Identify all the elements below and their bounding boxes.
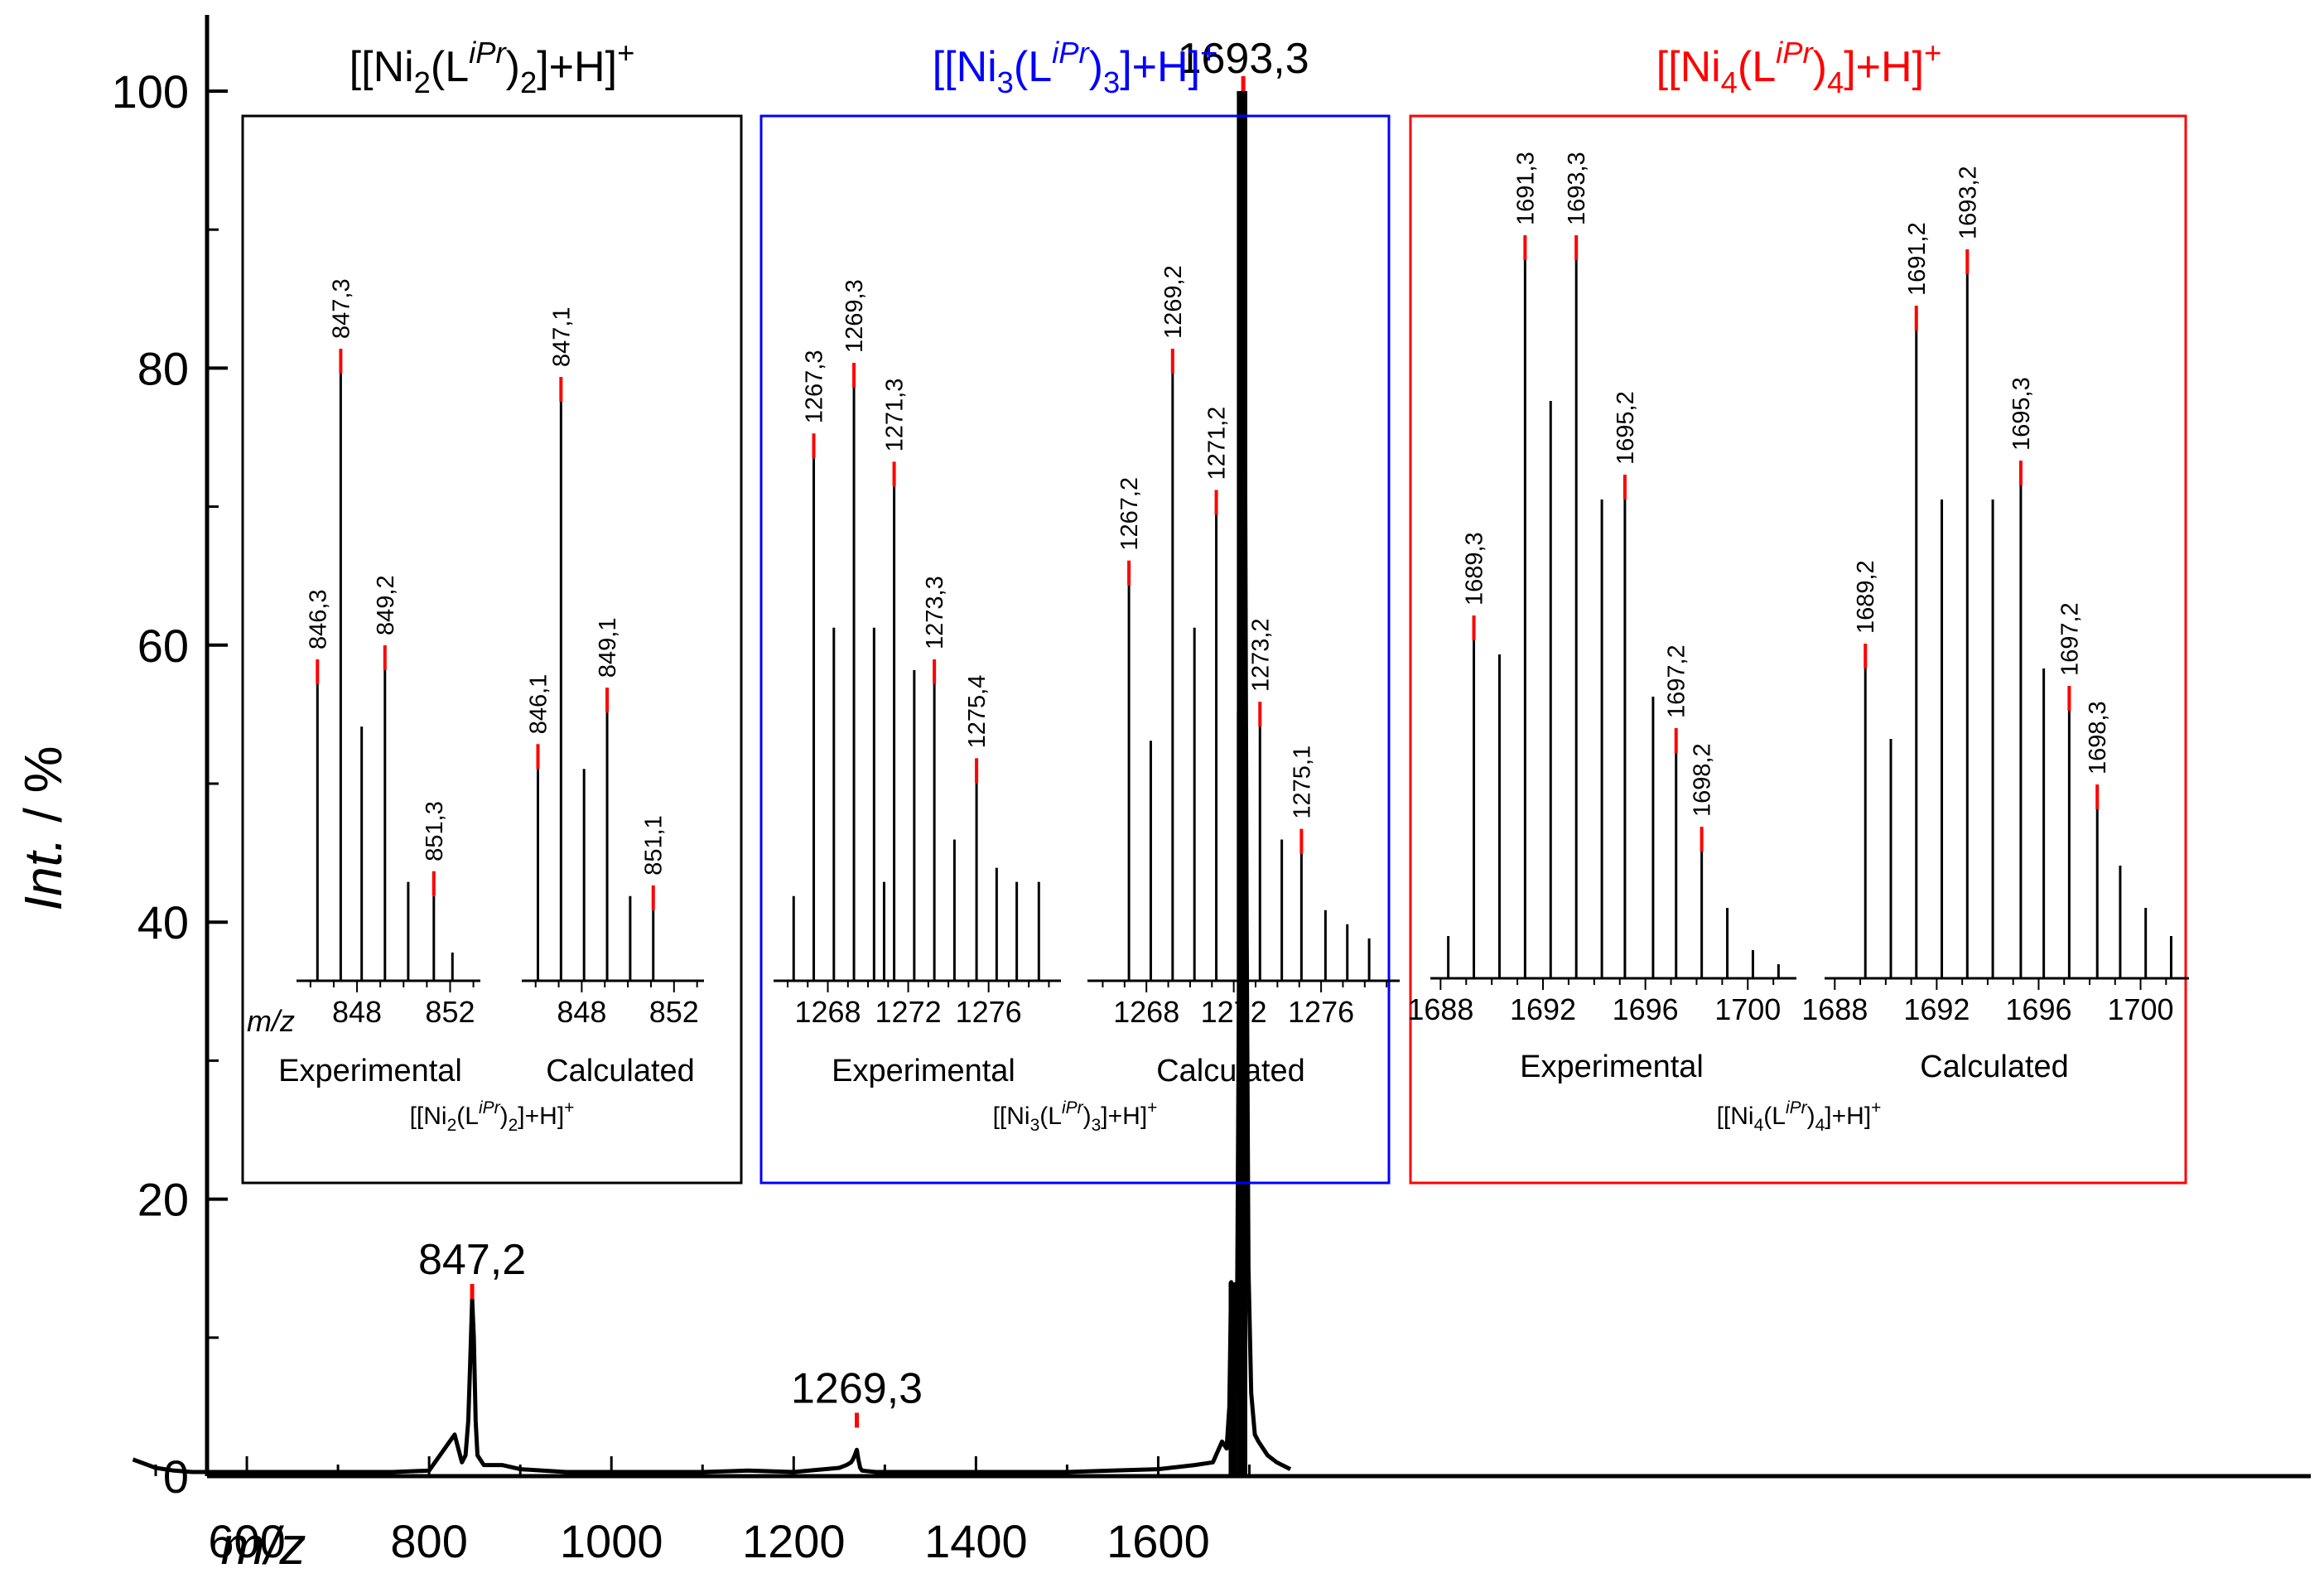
inset-x-tick-label: 1272	[1201, 995, 1267, 1029]
inset-x-tick-label: 1268	[1113, 995, 1179, 1029]
inset-x-tick-label: 1692	[1510, 992, 1576, 1026]
y-tick-label: 20	[137, 1174, 189, 1226]
caption-experimental-ni4: Experimental	[1520, 1050, 1704, 1084]
inset-x-tick-label: 1688	[1407, 992, 1473, 1026]
isotope-label: 1271,3	[882, 379, 909, 452]
x-tick-label: 1000	[560, 1515, 663, 1567]
isotope-label: 1267,2	[1116, 477, 1143, 551]
y-axis-title-int: Int.	[13, 837, 73, 911]
isotope-label: 849,1	[595, 618, 621, 678]
inset-x-tick-label: 852	[425, 995, 475, 1029]
inset-box-ni3	[759, 114, 1391, 1185]
isotope-label: 1698,2	[1690, 743, 1716, 817]
inset-plots: 848 852 846,3 847,3 849,2 851,3 848 852 846,1 847…	[297, 152, 2189, 1029]
y-tick-label: 40	[137, 896, 189, 948]
main-peak-envelope	[1237, 91, 1247, 1476]
x-tick-label: 1600	[1107, 1515, 1210, 1567]
inset-subtitle-ni3: [[Ni3(LiPr)3]+H]+	[993, 1098, 1158, 1135]
x-axis-title: m/z	[220, 1516, 306, 1576]
inset-x-tick-label: 852	[649, 995, 699, 1029]
caption-calculated-ni4: Calculated	[1920, 1050, 2069, 1084]
isotope-label: 849,2	[373, 575, 399, 635]
side-peak-envelope	[1228, 1281, 1237, 1476]
inset-x-tick-label: 1700	[2107, 992, 2173, 1026]
inset-x-tick-label: 848	[557, 995, 606, 1029]
isotope-label: 1691,3	[1512, 152, 1539, 225]
main-plot: 0 20 40 60 80 100 600 800 1000 1200 1400 1600 847,2 1…	[112, 15, 2311, 1567]
inset-title-ni3: [[Ni3(LiPr)3]+H]+	[933, 36, 1218, 99]
inset-x-tick-label: 1692	[1903, 992, 1970, 1026]
isotope-label: 1271,2	[1204, 407, 1231, 480]
y-tick-label: 100	[112, 65, 189, 118]
y-axis-title: Int. / %	[13, 746, 73, 910]
isotope-label: 846,1	[525, 674, 552, 735]
isotope-label: 851,3	[422, 801, 448, 861]
caption-experimental-ni2: Experimental	[278, 1054, 462, 1088]
inset-box-ni2	[241, 114, 743, 1185]
x-tick-label: 600	[208, 1515, 285, 1567]
caption-calculated-ni3: Calculated	[1156, 1054, 1305, 1088]
isotope-label: 1697,2	[1664, 644, 1690, 718]
isotope-label: 1689,2	[1853, 560, 1879, 634]
isotope-label: 851,1	[641, 815, 668, 876]
isotope-label: 1697,2	[2056, 602, 2083, 676]
isotope-label: 1275,1	[1289, 746, 1315, 819]
isotope-label: 1698,3	[2085, 701, 2111, 775]
inset-x-tick-label: 848	[332, 995, 382, 1029]
x-tick-label: 800	[390, 1515, 467, 1567]
inset-x-tick-label: 1688	[1801, 992, 1868, 1026]
inset-title-ni4: [[Ni4(LiPr)4]+H]+	[1656, 36, 1942, 99]
x-tick-label: 1200	[742, 1515, 846, 1567]
inset-x-tick-label: 1700	[1714, 992, 1781, 1026]
caption-calculated-ni2: Calculated	[546, 1054, 695, 1088]
isotope-label: 1695,2	[1613, 391, 1639, 465]
isotope-label: 1273,2	[1247, 618, 1274, 692]
inset-x-tick-label: 1696	[2005, 992, 2071, 1026]
isotope-label: 1267,3	[802, 350, 828, 424]
inset-box-ni4	[1409, 114, 2187, 1185]
inset-mz-label: m/z	[247, 1004, 295, 1038]
y-tick-label: 0	[163, 1450, 189, 1503]
isotope-label: 847,1	[548, 306, 575, 367]
inset-x-tick-label: 1696	[1613, 992, 1679, 1026]
inset-x-tick-label: 1276	[1288, 995, 1354, 1029]
peak-label: 1693,3	[1178, 35, 1309, 83]
isotope-label: 846,3	[305, 589, 331, 649]
y-tick-label: 60	[137, 620, 189, 672]
isotope-label: 1693,2	[1955, 166, 1981, 239]
isotope-label: 1693,3	[1564, 152, 1590, 225]
inset-subtitle-ni4: [[Ni4(LiPr)4]+H]+	[1717, 1098, 1882, 1135]
inset-subtitle-ni2: [[Ni2(LiPr)2]+H]+	[410, 1098, 575, 1135]
y-axis-title-unit: / %	[13, 746, 73, 837]
isotope-label: 1269,2	[1160, 265, 1187, 339]
caption-experimental-ni3: Experimental	[832, 1054, 1015, 1088]
isotope-label: 1691,2	[1904, 222, 1931, 296]
inset-x-tick-label: 1276	[956, 995, 1022, 1029]
isotope-label: 1275,4	[964, 675, 991, 749]
isotope-label: 847,3	[328, 278, 354, 339]
x-tick-label: 1400	[924, 1515, 1028, 1567]
y-tick-label: 80	[137, 342, 189, 394]
isotope-label: 1273,3	[922, 576, 948, 649]
isotope-label: 1695,3	[2008, 377, 2035, 451]
inset-title-ni2: [[Ni2(LiPr)2]+H]+	[350, 36, 635, 99]
peak-label: 847,2	[418, 1236, 526, 1284]
isotope-label: 1269,3	[841, 279, 868, 353]
peak-label: 1269,3	[791, 1364, 923, 1412]
isotope-label: 1689,3	[1462, 532, 1488, 606]
inset-x-tick-label: 1272	[875, 995, 942, 1029]
inset-x-tick-label: 1268	[794, 995, 861, 1029]
spectrum-trace	[132, 89, 1292, 1474]
